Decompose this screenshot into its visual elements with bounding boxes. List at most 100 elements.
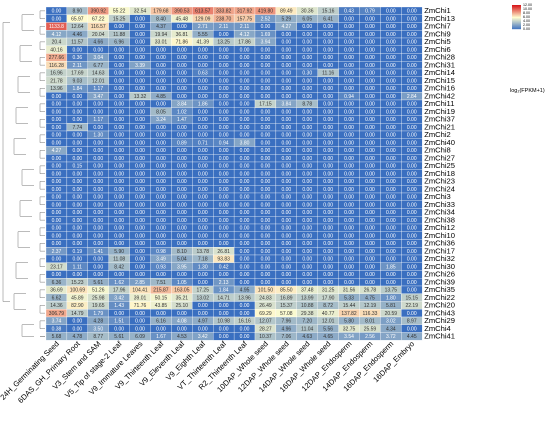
cell-value: 0.00 — [323, 179, 333, 185]
cell-value: 0.00 — [198, 187, 208, 193]
row-label: ZmChi22 — [424, 293, 455, 302]
cell-value: 1.85 — [386, 264, 396, 270]
cell-value: 0.00 — [344, 109, 354, 115]
cell-value: 0.00 — [240, 55, 250, 61]
cell-value: 1.30 — [198, 264, 208, 270]
row-label: ZmChi24 — [424, 184, 455, 193]
cell-value: 0.00 — [344, 210, 354, 216]
cell-value: 1.84 — [219, 288, 229, 294]
cell-value: 0.00 — [72, 257, 82, 263]
cell-value: 0.00 — [198, 148, 208, 154]
cell-value: 0.00 — [323, 202, 333, 208]
cell-value: 0.00 — [52, 16, 62, 22]
cell-value: 0.30 — [302, 71, 312, 77]
cell-value: 0.00 — [219, 218, 229, 224]
cell-value: 0.00 — [135, 319, 145, 325]
cell-value: 0.00 — [135, 233, 145, 239]
cell-value: 9.03 — [72, 78, 82, 84]
cell-value: 26.49 — [259, 303, 272, 309]
cell-value: 0.00 — [281, 86, 291, 92]
cell-value: 0.00 — [261, 47, 271, 53]
cell-value: 0.00 — [365, 195, 375, 201]
cell-value: 0.00 — [302, 86, 312, 92]
cell-value: 0.00 — [135, 195, 145, 201]
cell-value: 0.00 — [177, 63, 187, 69]
cell-value: 0.00 — [219, 86, 229, 92]
cell-value: 0.00 — [365, 125, 375, 131]
cell-value: 4.53 — [177, 334, 187, 340]
cell-value: 3.72 — [386, 334, 396, 340]
cell-value: 20.59 — [385, 311, 398, 317]
cell-value: 0.00 — [198, 233, 208, 239]
cell-value: 0.00 — [281, 164, 291, 170]
cell-value: 0.00 — [386, 179, 396, 185]
cell-value: 0.00 — [323, 55, 333, 61]
cell-value: 0.00 — [219, 241, 229, 247]
cell-value: 6.77 — [93, 63, 103, 69]
cell-value: 0.00 — [344, 140, 354, 146]
legend-swatch — [512, 25, 521, 27]
cell-value: 0.00 — [114, 187, 124, 193]
cell-value: 0.00 — [407, 9, 417, 15]
cell-value: 0.00 — [114, 179, 124, 185]
legend-swatch — [512, 10, 521, 12]
cell-value: 4.37 — [156, 24, 166, 30]
cell-value: 0.00 — [281, 140, 291, 146]
cell-value: 32.75 — [343, 326, 356, 332]
heatmap-cells: 0.00 8.90 390.92 55.22 32.54 179.68 390.53 613.… — [45, 6, 423, 341]
cell-value: 4.27 — [281, 24, 291, 30]
cell-value: 4.45 — [407, 334, 417, 340]
cell-value: 0.00 — [281, 78, 291, 84]
cell-value: 0.00 — [219, 71, 229, 77]
cell-value: 0.00 — [198, 55, 208, 61]
cell-value: 0.00 — [240, 171, 250, 177]
cell-value: 8.78 — [302, 102, 312, 108]
cell-value: 0.00 — [52, 272, 62, 278]
cell-value: 43.85 — [155, 303, 168, 309]
cell-value: 1133.8 — [49, 24, 64, 30]
cell-value: 0.00 — [365, 202, 375, 208]
cell-value: 0.00 — [386, 218, 396, 224]
cell-value: 0.00 — [386, 280, 396, 286]
cell-value: 19.65 — [92, 303, 105, 309]
cell-value: 0.00 — [114, 241, 124, 247]
cell-value: 0.00 — [156, 202, 166, 208]
cell-value: 3.42 — [198, 334, 208, 340]
cell-value: 0.71 — [198, 140, 208, 146]
cell-value: 317.92 — [237, 9, 253, 15]
cell-value: 0.00 — [344, 187, 354, 193]
cell-value: 0.00 — [365, 264, 375, 270]
cell-value: 1.47 — [177, 117, 187, 123]
cell-value: 0.00 — [198, 280, 208, 286]
cell-value: 0.00 — [261, 71, 271, 77]
cell-value: 0.00 — [240, 187, 250, 193]
legend-swatch — [512, 28, 521, 30]
cell-value: 0.00 — [261, 171, 271, 177]
cell-value: 0.00 — [52, 133, 62, 139]
cell-value: 0.00 — [407, 102, 417, 108]
cell-value: 0.00 — [344, 179, 354, 185]
cell-value: 0.00 — [302, 257, 312, 263]
cell-value: 0.00 — [386, 78, 396, 84]
cell-value: 0.00 — [281, 202, 291, 208]
cell-value: 0.00 — [72, 117, 82, 123]
cell-value: 0.00 — [219, 233, 229, 239]
cell-value: 0.00 — [135, 272, 145, 278]
cell-value: 11.08 — [113, 257, 125, 263]
cell-value: 0.00 — [323, 195, 333, 201]
cell-value: 0.00 — [72, 187, 82, 193]
cell-value: 36.69 — [50, 288, 63, 294]
cell-value: 0.00 — [407, 86, 417, 92]
cell-value: 0.00 — [219, 303, 229, 309]
cell-value: 4.12 — [52, 32, 62, 38]
cell-value: 4.97 — [198, 319, 208, 325]
cell-value: 0.00 — [407, 195, 417, 201]
cell-value: 0.00 — [344, 226, 354, 232]
legend-swatch — [512, 23, 521, 25]
cell-value: 93.83 — [217, 257, 230, 263]
cell-value: 0.00 — [407, 140, 417, 146]
cell-value: 0.00 — [323, 257, 333, 263]
cell-value: 0.00 — [114, 125, 124, 131]
cell-value: 0.00 — [407, 202, 417, 208]
cell-value: 0.00 — [72, 202, 82, 208]
